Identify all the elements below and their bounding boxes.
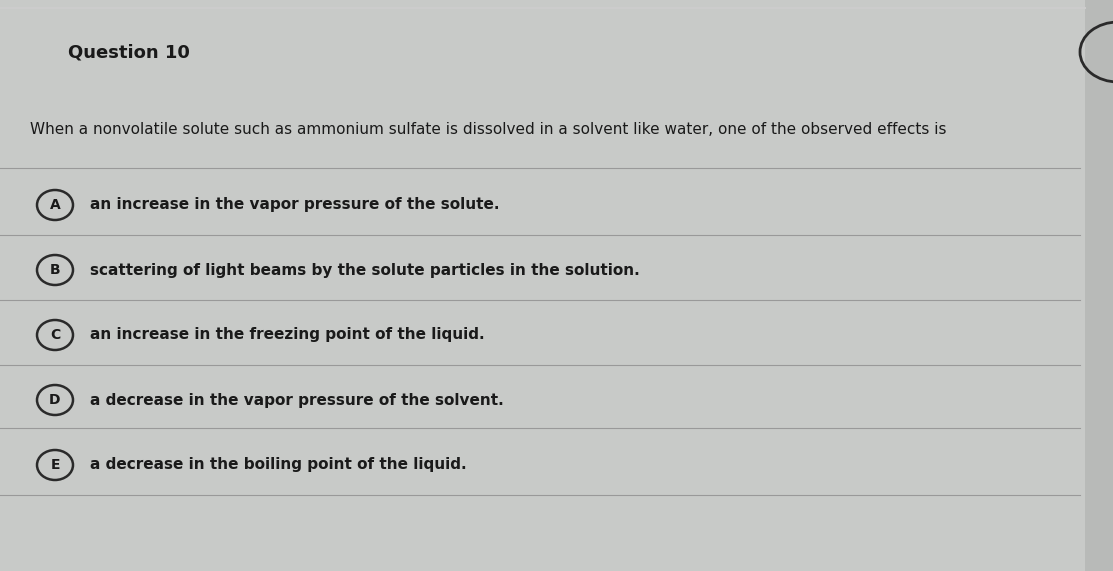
- Text: an increase in the freezing point of the liquid.: an increase in the freezing point of the…: [90, 328, 484, 343]
- Text: When a nonvolatile solute such as ammonium sulfate is dissolved in a solvent lik: When a nonvolatile solute such as ammoni…: [30, 123, 946, 138]
- Text: a decrease in the boiling point of the liquid.: a decrease in the boiling point of the l…: [90, 457, 466, 472]
- Text: C: C: [50, 328, 60, 342]
- Text: a decrease in the vapor pressure of the solvent.: a decrease in the vapor pressure of the …: [90, 392, 504, 408]
- FancyBboxPatch shape: [0, 0, 1085, 571]
- Text: Question 10: Question 10: [68, 43, 190, 61]
- Text: B: B: [50, 263, 60, 277]
- Text: E: E: [50, 458, 60, 472]
- Text: A: A: [50, 198, 60, 212]
- Text: D: D: [49, 393, 61, 407]
- Text: an increase in the vapor pressure of the solute.: an increase in the vapor pressure of the…: [90, 198, 500, 212]
- Text: scattering of light beams by the solute particles in the solution.: scattering of light beams by the solute …: [90, 263, 640, 278]
